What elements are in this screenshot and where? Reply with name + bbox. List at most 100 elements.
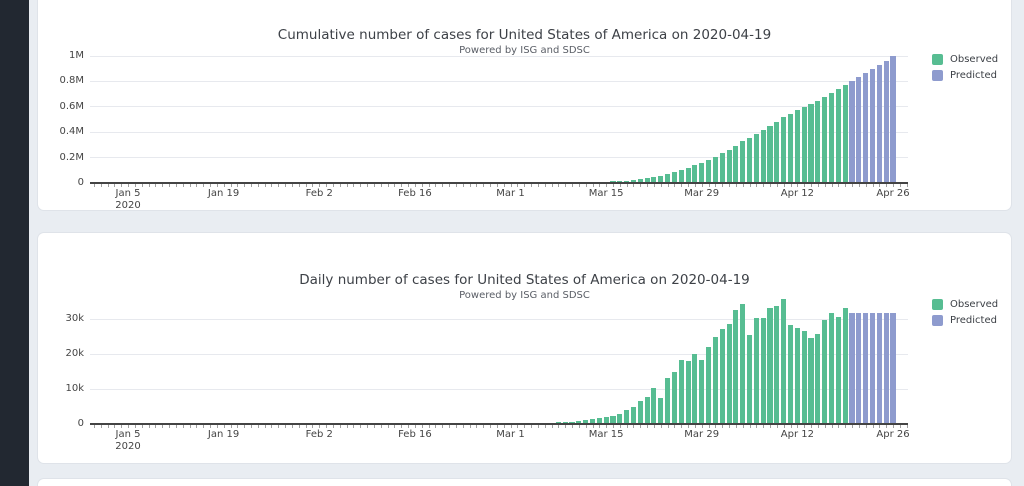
observed-bar[interactable] <box>678 359 684 424</box>
observed-bar[interactable] <box>699 162 705 183</box>
observed-bar[interactable] <box>630 406 636 424</box>
predicted-bar[interactable] <box>849 80 855 183</box>
observed-bar[interactable] <box>828 313 835 424</box>
observed-bar[interactable] <box>706 347 712 424</box>
predicted-swatch-icon <box>932 70 943 81</box>
predicted-bar[interactable] <box>869 313 876 424</box>
predicted-bar[interactable] <box>890 56 896 183</box>
observed-bar[interactable] <box>596 418 602 425</box>
predicted-bar[interactable] <box>876 64 882 183</box>
predicted-bar[interactable] <box>890 313 896 424</box>
observed-bar[interactable] <box>658 175 664 183</box>
observed-bar[interactable] <box>637 179 643 183</box>
observed-bar[interactable] <box>671 172 677 183</box>
observed-bar[interactable] <box>706 160 712 183</box>
observed-bar[interactable] <box>842 308 848 424</box>
observed-bar[interactable] <box>624 409 630 424</box>
predicted-bar[interactable] <box>856 76 862 183</box>
observed-bar[interactable] <box>651 387 657 424</box>
observed-bar[interactable] <box>637 401 643 425</box>
observed-bar[interactable] <box>740 141 746 183</box>
observed-bar[interactable] <box>569 421 575 425</box>
observed-bar[interactable] <box>794 110 800 183</box>
observed-bar[interactable] <box>665 378 671 425</box>
predicted-bar[interactable] <box>869 68 876 183</box>
x-axis-minor-tick <box>462 184 464 187</box>
observed-bar[interactable] <box>726 149 732 183</box>
legend-label: Observed <box>950 54 999 65</box>
predicted-bar[interactable] <box>863 72 869 183</box>
observed-bar[interactable] <box>583 420 589 425</box>
observed-bar[interactable] <box>685 167 691 183</box>
observed-bar[interactable] <box>630 179 636 183</box>
legend-item-predicted[interactable]: Predicted <box>932 315 998 326</box>
observed-bar[interactable] <box>617 413 623 424</box>
x-axis-minor-tick <box>305 184 307 187</box>
observed-bar[interactable] <box>747 138 753 183</box>
observed-bar[interactable] <box>603 417 609 424</box>
observed-bar[interactable] <box>671 371 677 424</box>
observed-bar[interactable] <box>719 329 725 424</box>
legend-item-observed[interactable]: Observed <box>932 299 998 310</box>
observed-bar[interactable] <box>787 325 794 424</box>
observed-bar[interactable] <box>658 398 664 424</box>
observed-bar[interactable] <box>644 178 650 183</box>
observed-bar[interactable] <box>753 318 759 424</box>
observed-bar[interactable] <box>699 360 705 424</box>
observed-bar[interactable] <box>733 145 739 183</box>
observed-bar[interactable] <box>726 323 732 424</box>
x-axis-minor-tick <box>715 425 717 428</box>
x-axis-minor-tick <box>551 184 553 187</box>
observed-bar[interactable] <box>781 117 787 183</box>
observed-bar[interactable] <box>624 180 630 183</box>
observed-bar[interactable] <box>576 420 582 424</box>
x-axis-minor-tick <box>237 184 239 187</box>
predicted-bar[interactable] <box>883 313 889 424</box>
observed-bar[interactable] <box>760 130 766 183</box>
observed-bar[interactable] <box>815 334 821 424</box>
legend-item-predicted[interactable]: Predicted <box>932 70 998 81</box>
observed-bar[interactable] <box>644 397 650 424</box>
predicted-bar[interactable] <box>856 313 862 424</box>
observed-bar[interactable] <box>740 304 746 424</box>
observed-bar[interactable] <box>767 308 773 424</box>
observed-bar[interactable] <box>815 100 821 183</box>
observed-bar[interactable] <box>767 126 773 183</box>
observed-bar[interactable] <box>651 176 657 183</box>
observed-bar[interactable] <box>801 106 807 183</box>
legend-item-observed[interactable]: Observed <box>932 54 998 65</box>
observed-bar[interactable] <box>610 415 616 424</box>
observed-bar[interactable] <box>665 174 671 183</box>
observed-bar[interactable] <box>794 328 800 424</box>
observed-bar[interactable] <box>774 121 780 183</box>
observed-bar[interactable] <box>822 96 828 183</box>
observed-bar[interactable] <box>692 165 698 183</box>
x-axis-minor-tick <box>428 184 430 187</box>
observed-bar[interactable] <box>712 156 718 183</box>
predicted-bar[interactable] <box>876 313 882 424</box>
observed-bar[interactable] <box>747 335 753 424</box>
observed-bar[interactable] <box>808 337 814 424</box>
observed-bar[interactable] <box>808 103 814 183</box>
observed-bar[interactable] <box>589 419 596 424</box>
observed-bar[interactable] <box>801 330 807 424</box>
observed-bar[interactable] <box>787 113 794 183</box>
observed-bar[interactable] <box>822 320 828 424</box>
observed-bar[interactable] <box>760 318 766 424</box>
observed-bar[interactable] <box>678 169 684 183</box>
observed-bar[interactable] <box>753 134 759 183</box>
predicted-bar[interactable] <box>883 60 889 183</box>
observed-bar[interactable] <box>712 336 718 424</box>
observed-bar[interactable] <box>719 153 725 183</box>
observed-bar[interactable] <box>692 354 698 424</box>
observed-bar[interactable] <box>835 88 841 183</box>
predicted-bar[interactable] <box>849 313 855 424</box>
predicted-bar[interactable] <box>863 313 869 424</box>
observed-bar[interactable] <box>842 84 848 183</box>
observed-bar[interactable] <box>685 361 691 424</box>
observed-bar[interactable] <box>828 92 835 183</box>
observed-bar[interactable] <box>774 306 780 424</box>
observed-bar[interactable] <box>781 299 787 424</box>
observed-bar[interactable] <box>835 316 841 424</box>
observed-bar[interactable] <box>733 309 739 424</box>
